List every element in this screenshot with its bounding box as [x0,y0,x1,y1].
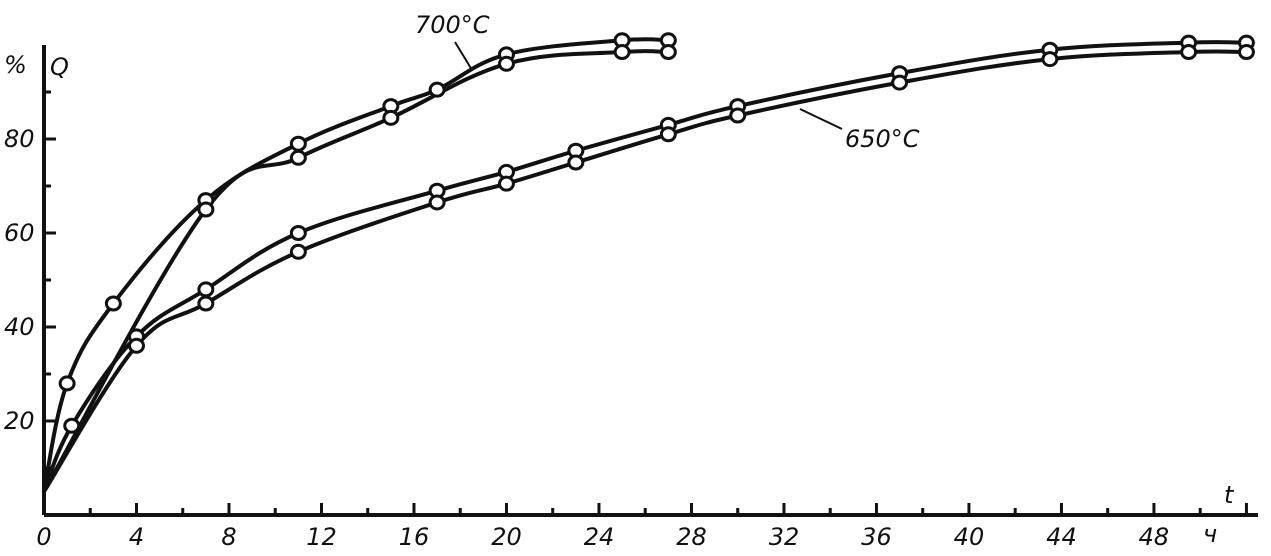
series-700c-0-point [289,135,307,152]
x-tick-label: 48 [1139,523,1170,551]
series-650c-3-point [1237,44,1255,61]
y-tick-label: 40 [4,313,35,341]
series-650c-3-line [42,49,1249,494]
annotation-700c-leader [454,41,473,71]
x-tick-label: 24 [584,523,615,551]
y-tick-label: 80 [4,125,35,153]
series-650c-3-point [428,194,446,211]
series-650c-3-point [1041,51,1059,68]
y-unit-label: % [4,51,27,79]
x-tick-label: 32 [769,523,800,551]
series-650c-2-point [197,281,215,298]
series-700c-1-point [497,55,515,72]
series-700c-1-point [659,44,677,61]
x-tick-label: 16 [399,523,430,551]
series-700c-0-point [428,81,446,98]
series-650c-3-point [197,295,215,312]
y-tick-label: 60 [4,219,35,247]
series-700c-1-point [613,44,631,61]
series-650c-3-point [659,126,677,143]
series-650c-2-point [289,225,307,241]
x-tick-label: 0 [36,523,51,551]
x-unit-label: ч [1203,520,1217,548]
x-axis-label: t [1224,481,1235,509]
x-tick-label: 28 [676,523,707,551]
x-tick-label: 4 [129,523,144,551]
annotation-650c-leader [799,108,843,130]
series-650c-3-point [127,337,145,354]
series-700c-0-point [104,295,122,312]
series-650c-3-point [289,243,307,260]
series-700c-1-point [197,201,215,218]
x-tick-label: 12 [306,523,337,551]
series-700c-1-point [382,109,400,126]
x-tick-label: 44 [1046,523,1077,551]
x-tick-label: 40 [954,523,985,551]
series-700c-0-point [58,375,76,392]
annotation-700c: 700°C [415,11,490,39]
series-650c-2-point [63,417,81,434]
x-tick-label: 8 [221,523,236,551]
x-tick-label: 20 [491,523,522,551]
y-axis-label: Q [50,53,69,81]
series-700c-1-point [289,149,307,166]
y-tick-label: 20 [4,407,35,435]
series-650c-3-point [567,154,585,171]
series-700c-0-line [42,37,671,494]
x-tick-label: 36 [861,523,892,551]
annotation-650c: 650°C [845,125,920,153]
series-650c-3-point [1180,44,1198,61]
series-650c-2-line [42,40,1249,494]
series-650c-3-point [497,175,515,192]
series-650c-3-point [891,74,909,91]
series-700c-1-line [42,49,671,494]
series-650c-3-point [729,107,747,124]
